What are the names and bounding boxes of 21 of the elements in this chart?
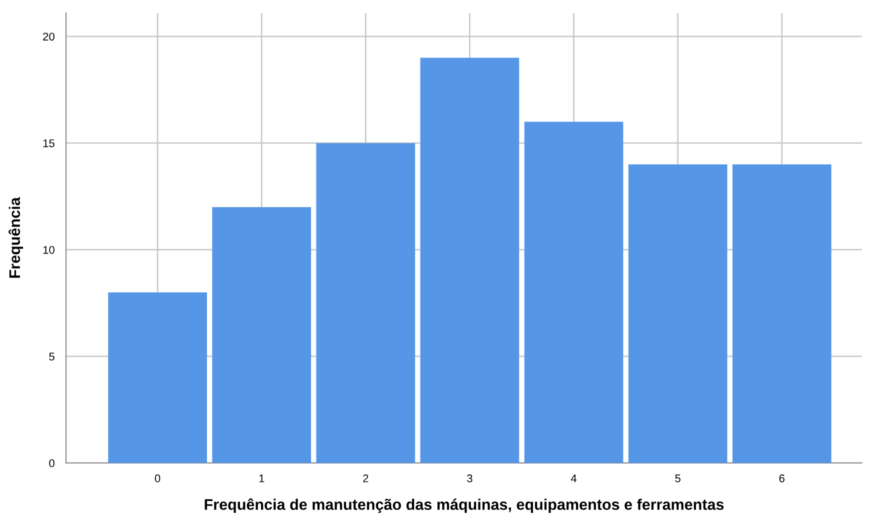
y-axis-title: Frequência <box>8 197 24 278</box>
x-tick-label: 3 <box>467 474 472 482</box>
bar <box>316 143 416 463</box>
bar <box>628 164 728 463</box>
y-tick-label: 10 <box>43 246 54 254</box>
bar <box>732 164 832 463</box>
x-tick-label: 6 <box>779 474 784 482</box>
x-tick-label: 2 <box>363 474 368 482</box>
y-tick-label: 0 <box>49 459 54 468</box>
bar <box>524 122 624 463</box>
x-axis-title: Frequência de manutenção das máquinas, equipamentos e ferramentas <box>204 498 724 513</box>
y-tick-label: 15 <box>43 139 54 148</box>
x-tick-label: 1 <box>259 474 264 482</box>
y-tick-label: 5 <box>49 352 54 360</box>
x-tick-label: 0 <box>154 474 160 482</box>
x-tick-label: 5 <box>675 474 680 482</box>
bar <box>108 292 207 463</box>
bar <box>420 58 520 463</box>
y-tick-label: 20 <box>43 32 54 41</box>
bar <box>212 207 312 463</box>
x-tick-label: 4 <box>570 474 577 482</box>
